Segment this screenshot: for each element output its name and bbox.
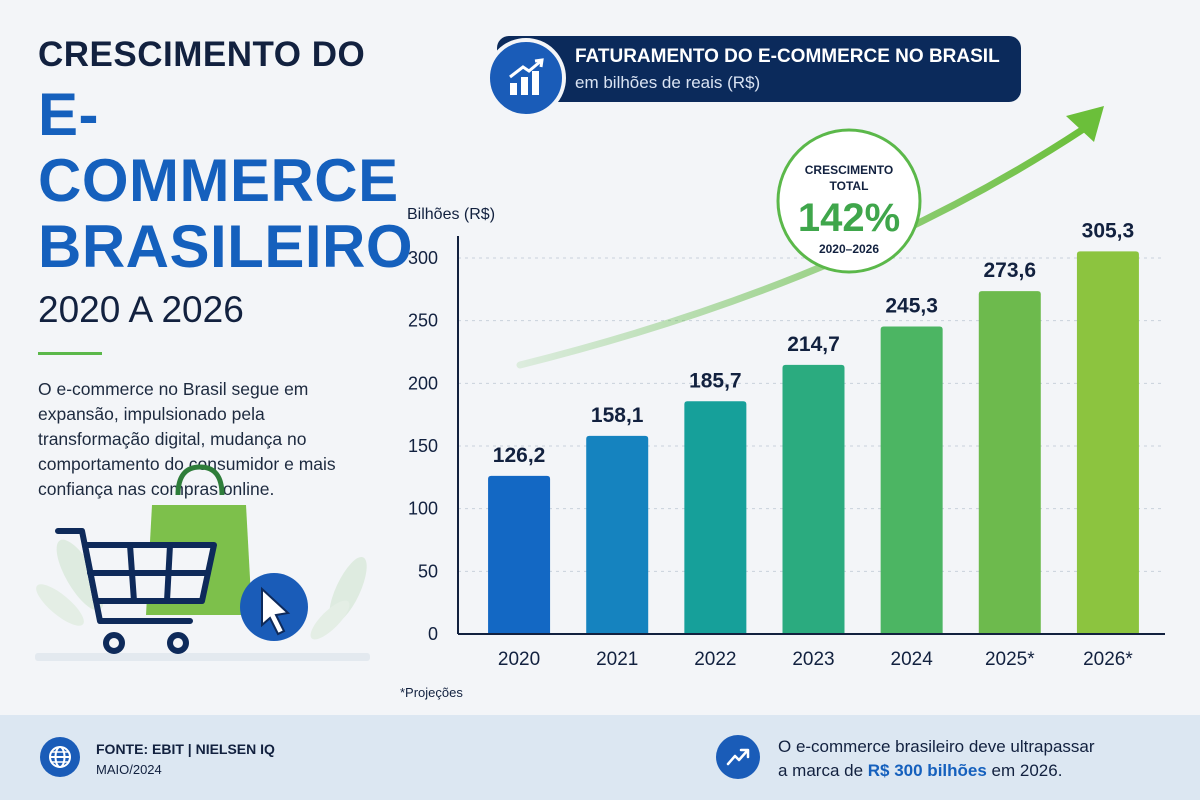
trend-up-icon [716,735,760,779]
y-tick-label: 150 [408,436,438,456]
y-tick-label: 100 [408,499,438,519]
bar-value-label: 305,3 [1082,219,1135,242]
shopping-illustration [30,455,375,665]
shopping-cart-icon [55,528,217,654]
globe-icon [40,737,80,777]
trend-arrow-line [516,124,1089,369]
y-tick-label: 250 [408,311,438,331]
title-line-2: E-COMMERCE [38,81,399,214]
growth-badge-label-1: CRESCIMENTO [805,163,893,177]
footer-message-highlight: R$ 300 bilhões [867,761,987,780]
bar-value-label: 273,6 [984,259,1037,282]
title-block: CRESCIMENTO DO E-COMMERCE BRASILEIRO 202… [38,34,418,502]
footer-message-line-1: O e-commerce brasileiro deve ultrapassar [778,737,1095,756]
title-divider [38,352,102,355]
bar-2022 [684,401,747,634]
footer-source: FONTE: EBIT | NIELSEN IQ [96,741,275,757]
chart-subtitle: em bilhões de reais (R$) [575,73,761,92]
title-years: 2020 A 2026 [38,289,244,330]
growth-badge-label-2: TOTAL [830,179,869,193]
x-tick-label: 2025* [985,649,1035,670]
bar-value-label: 185,7 [689,369,742,392]
bar-value-label: 214,7 [787,333,840,356]
bar-value-label: 126,2 [493,444,546,467]
bar-2026* [1076,251,1139,634]
chart-title: FATURAMENTO DO E-COMMERCE NO BRASIL [575,46,1000,67]
projection-footnote: *Projeções [400,685,463,700]
footer [0,715,1200,800]
growth-badge-circle [776,128,922,274]
bar-chart-svg: 126,2 2020 158,1 2021 185,7 2022 214,7 2023 245,… [400,106,1165,700]
growth-badge-period: 2020–2026 [819,242,879,256]
x-tick-label: 2024 [891,649,934,670]
growth-badge-value: 142% [798,196,900,240]
bar-value-label: 158,1 [591,404,644,427]
title-line-3: BRASILEIRO [38,213,414,280]
footer-date: MAIO/2024 [96,762,162,777]
chart-header-badge [486,38,566,118]
footer-message-line-2-pre: a marca de [778,761,868,780]
bar-2024 [880,326,943,634]
bar-2021 [586,435,649,634]
title-line-1: CRESCIMENTO DO [38,35,366,74]
description-text: O e-commerce no Brasil segue em expansão… [38,379,336,499]
trend-arrow-head [1066,106,1104,142]
bar-2023 [782,364,845,634]
cursor-icon [240,573,308,641]
x-tick-label: 2023 [792,649,834,670]
footer-message-line-2-post: em 2026. [986,761,1063,780]
bar-chart: 126,2 2020 158,1 2021 185,7 2022 214,7 2023 245,… [400,106,1165,700]
y-tick-label: 50 [418,561,438,581]
footer-message: O e-commerce brasileiro deve ultrapassar… [778,735,1095,783]
x-tick-label: 2021 [596,649,638,670]
x-tick-label: 2022 [694,649,736,670]
y-tick-label: 0 [428,624,438,644]
x-tick-label: 2020 [498,649,540,670]
y-axis-label: Bilhões (R$) [407,206,495,223]
chart-header-box [497,36,1021,102]
bar-2025* [978,291,1041,634]
y-tick-label: 300 [408,248,438,268]
bar-2020 [488,475,551,634]
x-tick-label: 2026* [1083,649,1133,670]
bar-chart-growth-icon [509,58,544,95]
y-tick-label: 200 [408,373,438,393]
bar-value-label: 245,3 [885,295,938,318]
